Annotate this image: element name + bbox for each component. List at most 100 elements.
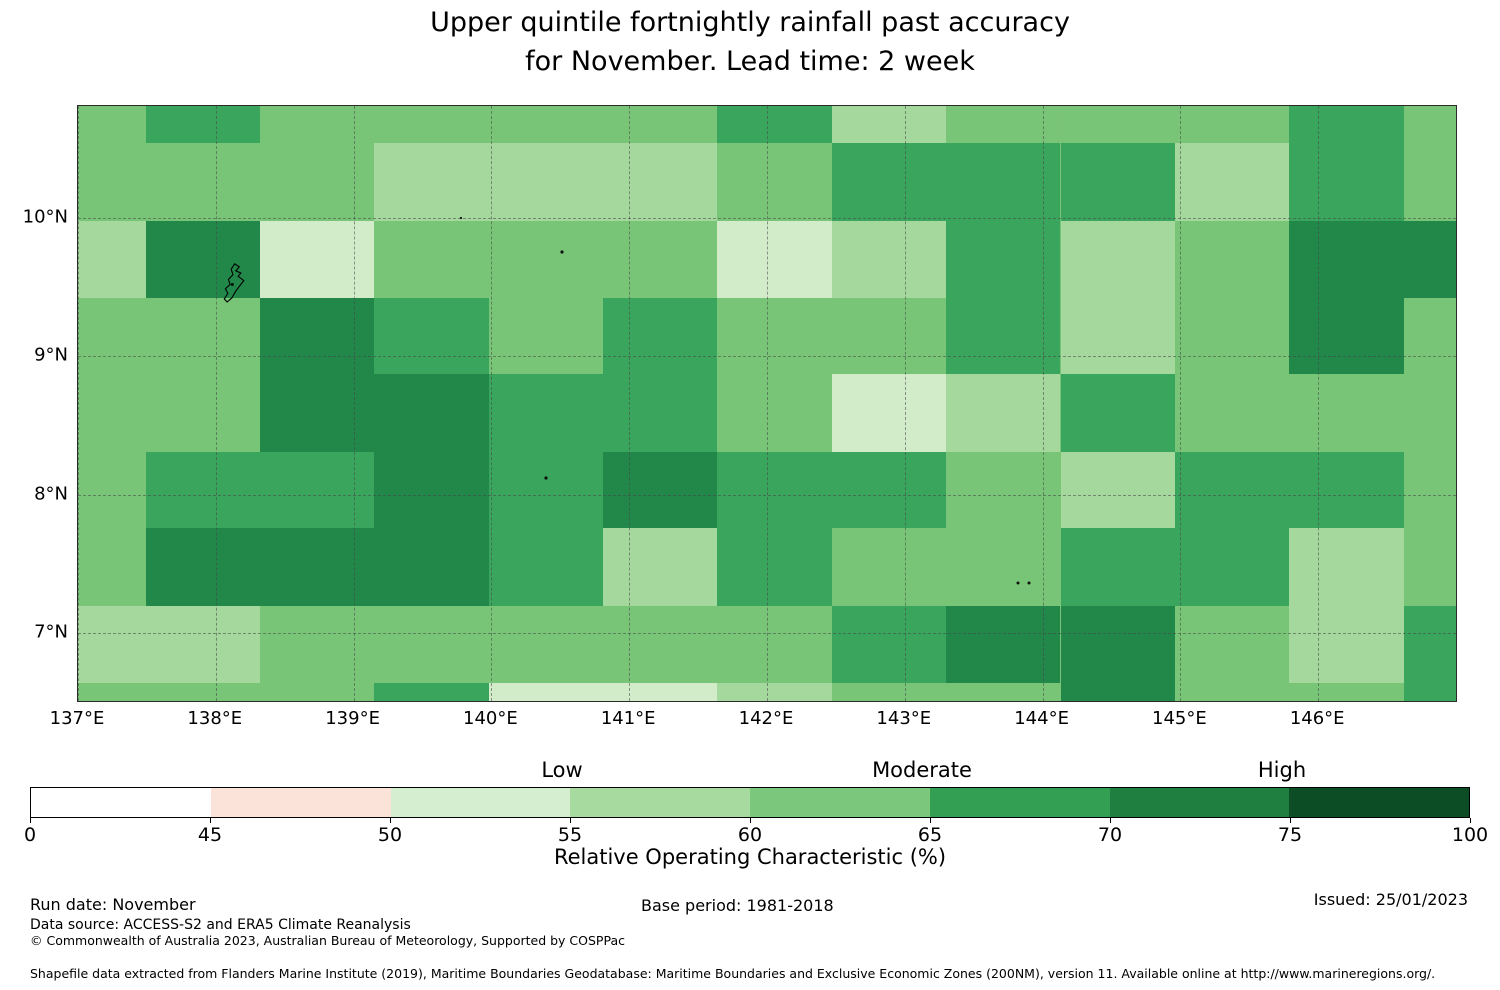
longitude-gridline <box>1180 106 1182 701</box>
heatmap-cell <box>946 298 1061 375</box>
heatmap-cell <box>1403 683 1456 701</box>
colorbar-tick <box>210 818 211 823</box>
heatmap-cell <box>374 451 489 529</box>
heatmap-cell <box>946 451 1061 529</box>
heatmap-cell <box>717 528 832 606</box>
heatmap-cell <box>259 683 375 701</box>
heatmap-cell <box>831 106 947 144</box>
heatmap-cell <box>1174 683 1290 701</box>
heatmap-cell <box>831 374 947 452</box>
heatmap-cell <box>145 374 260 452</box>
heatmap-cell <box>717 451 832 529</box>
heatmap-cell <box>78 106 146 144</box>
longitude-gridline <box>353 106 355 701</box>
heatmap-cell <box>259 374 375 452</box>
heatmap-cell <box>78 605 146 683</box>
heatmap-cell <box>145 528 260 606</box>
heatmap-cell <box>1060 374 1175 452</box>
footer-shapefile-note: Shapefile data extracted from Flanders M… <box>30 966 1436 981</box>
heatmap-cell <box>946 605 1061 683</box>
heatmap-cell <box>717 220 832 299</box>
colorbar-axis-label: Relative Operating Characteristic (%) <box>553 845 947 869</box>
heatmap-cell <box>488 220 603 299</box>
y-axis-tick-label: 9°N <box>34 344 68 366</box>
heatmap-cell <box>259 106 375 144</box>
footer-run-date: Run date: November <box>30 895 196 914</box>
colorbar-category-label: High <box>1257 758 1307 782</box>
x-axis-tick-label: 143°E <box>876 708 932 729</box>
heatmap-cell <box>1289 143 1404 221</box>
colorbar-segment <box>31 788 211 817</box>
heatmap-cell <box>717 298 832 375</box>
map-plot <box>77 105 1457 702</box>
heatmap-cell <box>78 528 146 606</box>
colorbar-segment <box>1289 788 1469 817</box>
heatmap-cell <box>946 220 1061 299</box>
heatmap-cell <box>488 683 603 701</box>
heatmap-cell <box>1289 605 1404 683</box>
colorbar-tick <box>1290 818 1291 823</box>
chart-title-line2: for November. Lead time: 2 week <box>525 46 975 77</box>
heatmap-cell <box>831 220 947 299</box>
heatmap-cell <box>145 683 260 701</box>
heatmap-cell <box>1403 605 1456 683</box>
footer-copyright: © Commonwealth of Australia 2023, Austra… <box>30 933 625 948</box>
heatmap-cell <box>374 605 489 683</box>
heatmap-cell <box>1403 451 1456 529</box>
heatmap-cell <box>78 683 146 701</box>
heatmap-cell <box>1174 605 1290 683</box>
x-axis-tick-label: 139°E <box>325 708 380 729</box>
longitude-gridline <box>215 106 217 701</box>
heatmap-cell <box>1174 374 1290 452</box>
longitude-gridline <box>491 106 493 701</box>
heatmap-cell <box>1289 528 1404 606</box>
heatmap-cell <box>1403 528 1456 606</box>
colorbar-segment <box>750 788 930 817</box>
colorbar-tick-label: 55 <box>557 824 583 846</box>
heatmap-cell <box>1174 451 1290 529</box>
latitude-gridline <box>78 633 1456 635</box>
heatmap-cell <box>1060 143 1175 221</box>
x-axis-tick-label: 137°E <box>49 708 105 729</box>
heatmap-cell <box>78 451 146 529</box>
colorbar-tick <box>1110 818 1111 823</box>
heatmap-cell <box>145 605 260 683</box>
x-axis-tick-label: 146°E <box>1289 708 1345 729</box>
heatmap-cell <box>946 528 1061 606</box>
heatmap-cell <box>488 298 603 375</box>
heatmap-cell <box>1289 374 1404 452</box>
longitude-gridline <box>78 106 79 701</box>
longitude-gridline <box>1042 106 1044 701</box>
heatmap-cell <box>1403 106 1456 144</box>
footer-data-source: Data source: ACCESS-S2 and ERA5 Climate … <box>30 917 411 933</box>
heatmap-cell <box>488 528 603 606</box>
heatmap-cell <box>603 605 718 683</box>
footer-issued-date: Issued: 25/01/2023 <box>1313 890 1468 909</box>
chart-title: Upper quintile fortnightly rainfall past… <box>0 3 1500 81</box>
y-axis-tick-label: 7°N <box>34 621 68 643</box>
heatmap-cell <box>259 298 375 375</box>
colorbar-segment <box>210 788 391 817</box>
x-axis-tick-label: 138°E <box>187 708 243 729</box>
colorbar-tick-label: 45 <box>197 824 223 846</box>
latitude-gridline <box>78 218 1456 220</box>
heatmap-cell <box>717 374 832 452</box>
heatmap-cell <box>831 451 947 529</box>
heatmap-cell <box>78 374 146 452</box>
x-axis-tick-label: 145°E <box>1152 708 1207 729</box>
chart-title-line1: Upper quintile fortnightly rainfall past… <box>430 7 1070 38</box>
heatmap-cell <box>1289 106 1404 144</box>
longitude-gridline <box>629 106 631 701</box>
heatmap-cell <box>1174 298 1290 375</box>
heatmap-cell <box>831 143 947 221</box>
heatmap-cell <box>603 298 718 375</box>
heatmap-cell <box>488 143 603 221</box>
heatmap-cell <box>374 298 489 375</box>
heatmap-cell <box>1060 451 1175 529</box>
heatmap-cell <box>374 374 489 452</box>
heatmap-cell <box>1060 605 1175 683</box>
heatmap-cell <box>603 374 718 452</box>
heatmap-cell <box>1060 220 1175 299</box>
heatmap-cell <box>145 220 260 299</box>
